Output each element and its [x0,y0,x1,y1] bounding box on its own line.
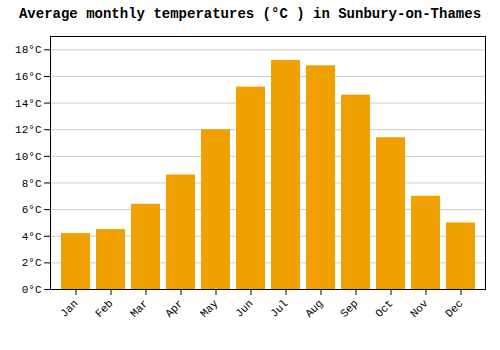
svg-text:Oct: Oct [373,297,395,319]
svg-text:Sep: Sep [338,297,360,319]
svg-text:Jun: Jun [233,297,255,319]
html-text:Average monthly temperatures (: Average monthly temperatures (°C ) in Su… [19,6,481,22]
svg-text:12°C: 12°C [15,124,42,136]
svg-text:8°C: 8°C [22,177,42,189]
svg-text:Jul: Jul [268,297,290,319]
svg-text:10°C: 10°C [15,151,42,163]
svg-text:4°C: 4°C [22,231,42,243]
svg-text:6°C: 6°C [22,204,42,216]
svg-text:Apr: Apr [163,297,185,319]
svg-text:16°C: 16°C [15,71,42,83]
svg-text:0°C: 0°C [22,284,42,296]
svg-text:2°C: 2°C [22,257,42,269]
svg-text:Mar: Mar [128,297,150,319]
svg-text:May: May [198,297,221,320]
svg-text:14°C: 14°C [15,98,42,110]
svg-text:Feb: Feb [93,297,115,319]
svg-text:Aug: Aug [303,297,325,319]
svg-text:Dec: Dec [443,297,465,319]
svg-text:Jan: Jan [58,297,80,319]
svg-text:Nov: Nov [408,297,431,320]
svg-text:18°C: 18°C [15,44,42,56]
